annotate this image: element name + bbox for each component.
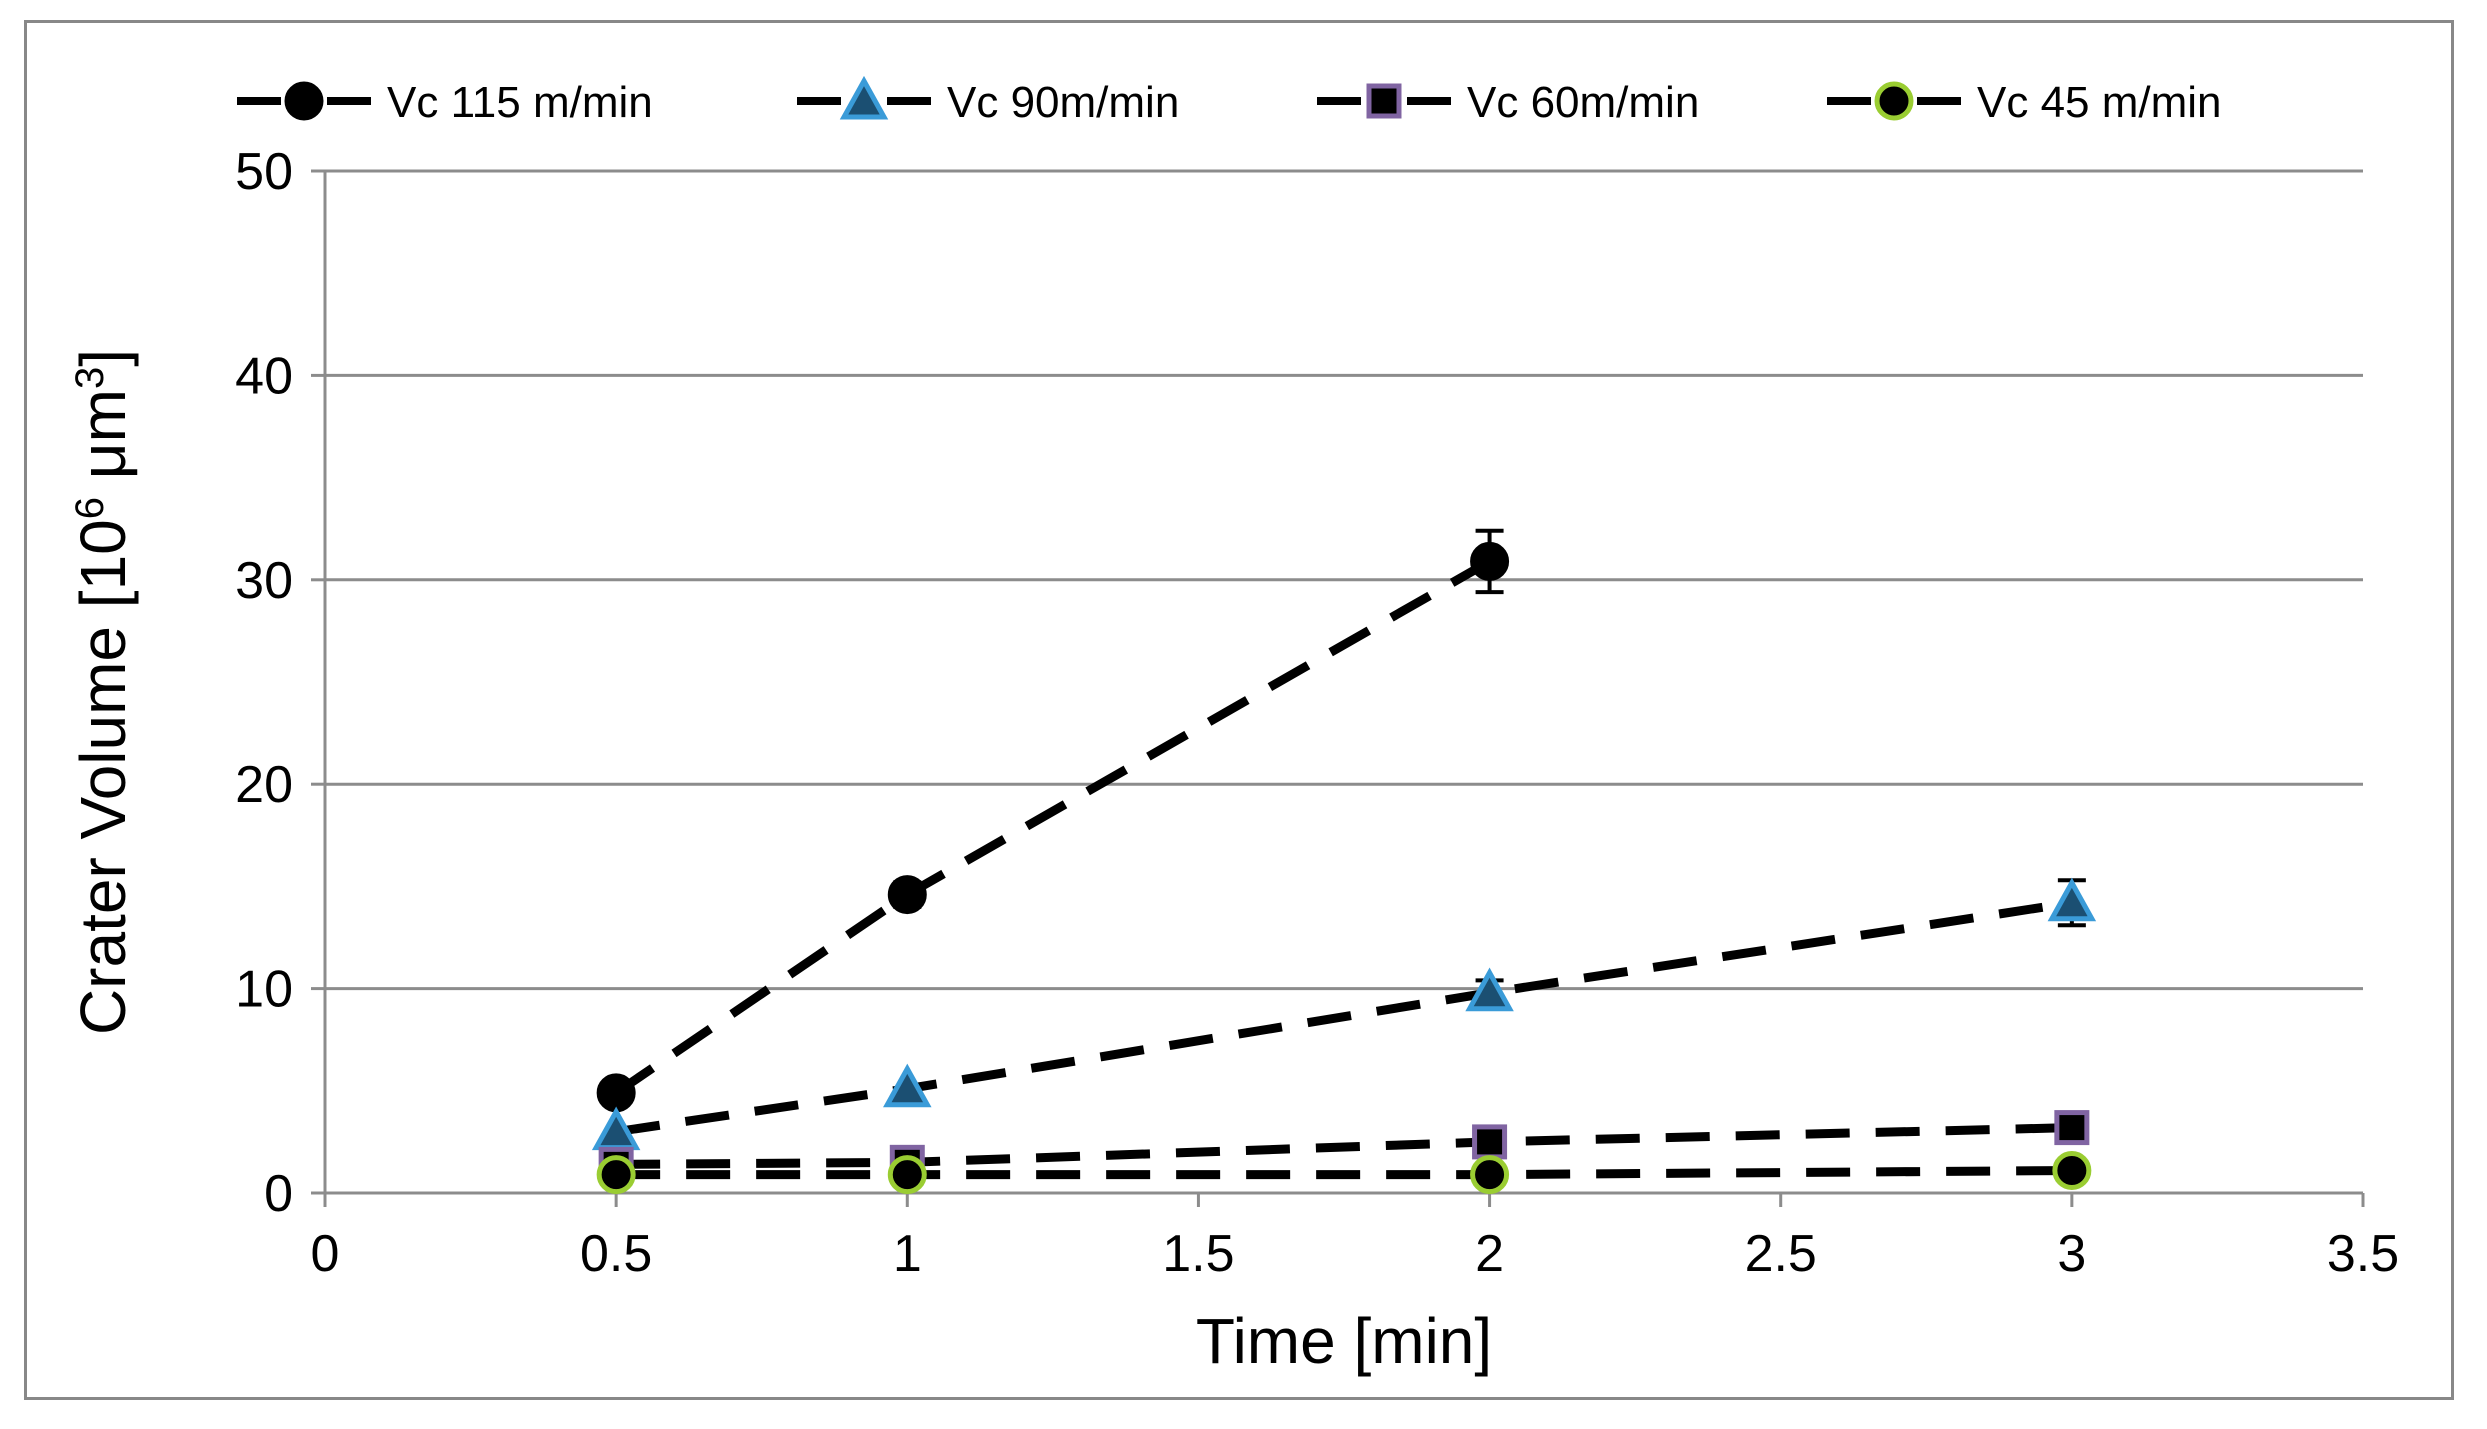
legend: Vc 115 m/min Vc 90m/min Vc 60m/min Vc 45 m/… [237,75,2222,127]
data-point [596,1073,636,1113]
data-point [883,1063,932,1108]
series-2 [598,1110,2090,1182]
legend-item-2: Vc 60m/min [1317,78,1699,127]
data-point [1465,967,1514,1012]
x-tick-label: 1 [893,1225,922,1283]
y-tick-label: 40 [235,347,293,405]
series-0 [596,528,1510,1113]
x-axis-title: Time [min] [1196,1305,1492,1377]
x-tick-label: 0 [311,1225,340,1283]
data-point [2052,1151,2092,1191]
y-tick-label: 50 [235,143,293,201]
data-point [2054,1110,2090,1146]
series-layer [591,528,2097,1195]
series-line [615,898,2073,1137]
series-line [616,1166,2072,1180]
x-tick-label: 2.5 [1745,1225,1817,1283]
data-point [1470,541,1510,581]
data-point [887,1155,927,1195]
y-tick-label: 10 [235,961,293,1019]
y-axis-title-end: ] [67,349,139,367]
series-line [616,1123,2072,1169]
legend-item-3: Vc 45 m/min [1827,78,2222,127]
x-tick-label: 3 [2057,1225,2086,1283]
legend-item-0: Vc 115 m/min [237,78,653,127]
legend-label: Vc 90m/min [947,78,1179,127]
data-point [2047,877,2097,922]
x-tick-label: 2 [1475,1225,1504,1283]
axes-layer: 0 10 20 30 40 50 0 0.5 1 1.5 2 2.5 3 3.5 [235,143,2399,1283]
legend-label: Vc 45 m/min [1977,78,2222,127]
x-tick-label: 0.5 [580,1225,652,1283]
y-axis-title-main: Crater Volume [10 [67,519,139,1035]
data-point [887,875,927,915]
y-axis-title: Crater Volume [106 μm3] [67,349,139,1035]
data-point [596,1155,636,1195]
series-1 [591,877,2097,1151]
data-point [1472,1124,1508,1160]
legend-label: Vc 60m/min [1467,78,1699,127]
chart-frame: 0 10 20 30 40 50 0 0.5 1 1.5 2 2.5 3 3.5 Vc 115 m/min… [24,20,2454,1400]
series-line [613,557,1492,1097]
y-axis-title-sup1: 6 [68,497,112,519]
y-axis-title-mid: μm [67,389,139,497]
legend-marker [839,75,889,120]
series-3 [596,1151,2092,1195]
y-tick-label: 20 [235,756,293,814]
legend-marker [1874,81,1914,121]
grid-layer [325,169,2363,991]
y-tick-label: 30 [235,552,293,610]
line-chart: 0 10 20 30 40 50 0 0.5 1 1.5 2 2.5 3 3.5 Vc 115 m/min… [67,75,2399,1377]
y-axis-title-sup2: 3 [68,367,112,389]
legend-item-1: Vc 90m/min [797,75,1179,127]
legend-marker [284,81,324,121]
legend-label: Vc 115 m/min [387,78,653,127]
legend-marker [1366,83,1402,119]
x-tick-label: 1.5 [1162,1225,1234,1283]
x-tick-label: 3.5 [2327,1225,2399,1283]
data-point [1470,1155,1510,1195]
y-tick-label: 0 [264,1165,293,1223]
